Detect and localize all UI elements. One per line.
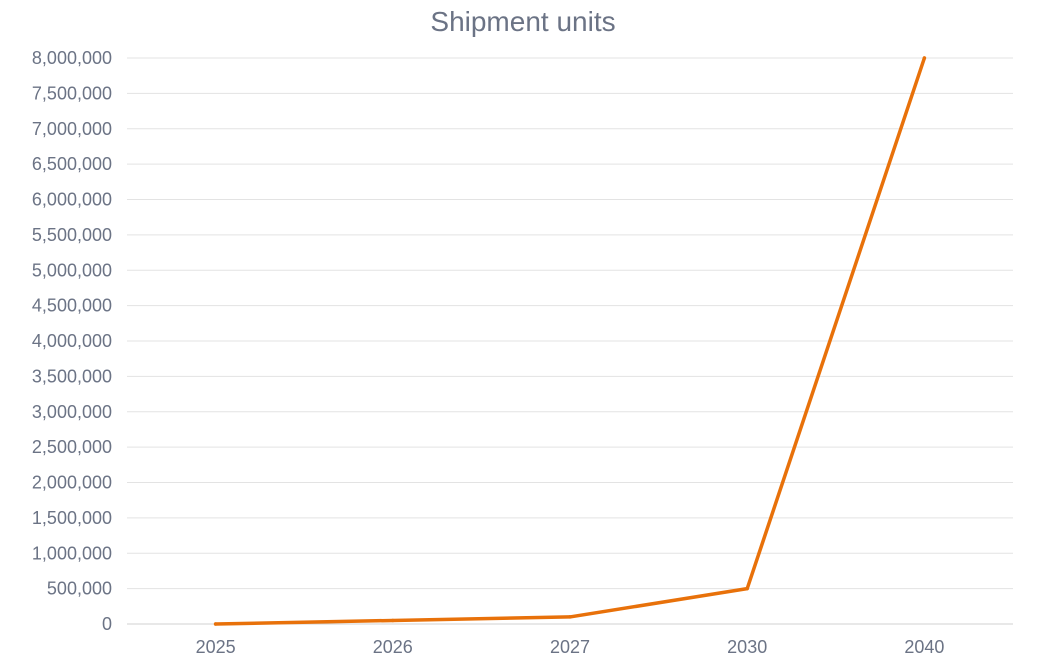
y-axis-ticks: 0 500,000 1,000,000 1,500,000 2,000,000 2,500… [32,48,112,634]
x-tick-label: 2026 [373,637,413,657]
y-tick-label: 4,500,000 [32,296,112,316]
data-point [922,56,927,60]
y-tick-label: 4,000,000 [32,331,112,351]
data-point [391,618,395,623]
y-tick-label: 2,000,000 [32,473,112,493]
data-point [568,615,572,619]
data-point [213,622,218,626]
x-tick-label: 2040 [904,637,944,657]
data-point [745,586,749,591]
y-tick-label: 7,000,000 [32,119,112,139]
x-tick-label: 2030 [727,637,767,657]
series-layer [213,56,927,626]
y-tick-label: 6,500,000 [32,154,112,174]
y-tick-label: 2,500,000 [32,437,112,457]
y-tick-label: 0 [102,614,112,634]
y-tick-label: 5,500,000 [32,225,112,245]
y-tick-label: 5,000,000 [32,260,112,280]
y-tick-label: 1,500,000 [32,508,112,528]
x-tick-label: 2025 [196,637,236,657]
y-tick-label: 500,000 [47,579,112,599]
y-tick-label: 6,000,000 [32,190,112,210]
y-tick-label: 1,000,000 [32,543,112,563]
chart-title: Shipment units [430,6,615,37]
y-tick-label: 8,000,000 [32,48,112,68]
x-tick-label: 2027 [550,637,590,657]
y-tick-label: 7,500,000 [32,83,112,103]
x-axis-ticks: 2025 2026 2027 2030 2040 [196,637,945,657]
y-tick-label: 3,000,000 [32,402,112,422]
gridlines [127,57,1013,625]
y-tick-label: 3,500,000 [32,366,112,386]
